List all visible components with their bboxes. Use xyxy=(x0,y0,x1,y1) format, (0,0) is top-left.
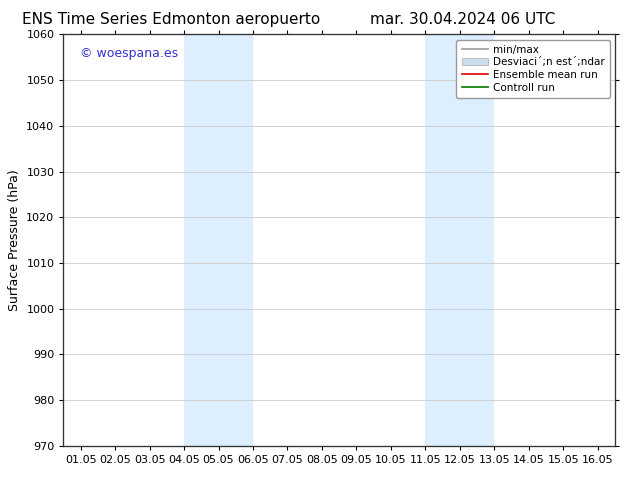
Text: © woespana.es: © woespana.es xyxy=(80,47,178,60)
Bar xyxy=(425,34,495,446)
Text: ENS Time Series Edmonton aeropuerto: ENS Time Series Edmonton aeropuerto xyxy=(22,12,320,27)
Bar xyxy=(184,34,253,446)
Y-axis label: Surface Pressure (hPa): Surface Pressure (hPa) xyxy=(8,169,21,311)
Text: mar. 30.04.2024 06 UTC: mar. 30.04.2024 06 UTC xyxy=(370,12,555,27)
Legend: min/max, Desviaci´;n est´;ndar, Ensemble mean run, Controll run: min/max, Desviaci´;n est´;ndar, Ensemble… xyxy=(456,40,610,98)
